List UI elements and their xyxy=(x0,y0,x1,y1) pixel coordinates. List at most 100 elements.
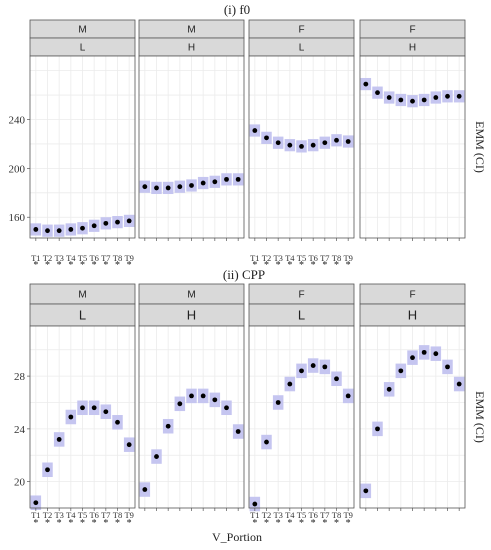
significance-marker: * xyxy=(276,260,281,271)
data-point xyxy=(456,381,462,387)
significance-marker: * xyxy=(322,518,327,529)
significance-marker: * xyxy=(322,260,327,271)
data-point xyxy=(334,376,339,382)
significance-marker: * xyxy=(45,518,50,529)
data-point xyxy=(287,381,293,387)
data-point xyxy=(375,426,380,432)
facet-label-bottom: L xyxy=(299,43,305,54)
data-point xyxy=(345,139,351,144)
data-point xyxy=(33,227,39,232)
x-tick-label: T9 xyxy=(124,510,133,520)
significance-marker: * xyxy=(287,518,292,529)
data-point xyxy=(189,393,194,399)
data-point xyxy=(165,423,171,429)
x-tick-label: T6 xyxy=(308,510,317,520)
data-point xyxy=(445,93,450,99)
significance-marker: * xyxy=(92,260,97,271)
data-point xyxy=(154,454,159,459)
x-tick-label: T2 xyxy=(43,510,52,520)
data-point xyxy=(142,184,148,190)
data-point xyxy=(126,218,132,224)
x-tick-label: T4 xyxy=(285,253,295,263)
x-tick-label: T1 xyxy=(31,253,40,263)
facet-label-bottom: L xyxy=(80,43,86,54)
significance-marker: * xyxy=(264,260,269,271)
facet-label-top: F xyxy=(298,25,304,36)
significance-marker: * xyxy=(334,260,339,271)
significance-marker: * xyxy=(264,518,269,529)
data-point xyxy=(310,142,316,148)
x-tick-label: T3 xyxy=(273,253,282,263)
data-point xyxy=(154,185,159,191)
x-tick-label: T8 xyxy=(332,253,341,263)
data-point xyxy=(345,393,351,399)
data-point xyxy=(386,386,392,392)
x-axis-label: V_Portion xyxy=(212,530,262,544)
data-point xyxy=(200,393,206,399)
facet-label-bottom: H xyxy=(187,308,196,323)
significance-marker: * xyxy=(127,260,132,271)
data-point xyxy=(322,140,328,146)
x-tick-label: T4 xyxy=(285,510,295,520)
data-point xyxy=(177,184,183,190)
data-point xyxy=(287,142,293,148)
data-point xyxy=(445,364,450,370)
data-point xyxy=(80,225,85,231)
x-tick-label: T3 xyxy=(54,510,63,520)
significance-marker: * xyxy=(127,518,132,529)
facet-label-top: M xyxy=(78,290,86,301)
data-point xyxy=(456,93,462,99)
data-point xyxy=(177,401,183,407)
x-tick-label: T6 xyxy=(308,253,317,263)
facet-label-bottom: L xyxy=(298,308,305,323)
data-point xyxy=(421,97,427,103)
data-point xyxy=(68,227,74,232)
data-point xyxy=(299,368,304,374)
significance-marker: * xyxy=(115,260,120,271)
x-tick-label: T7 xyxy=(101,253,110,263)
data-point xyxy=(115,219,120,225)
significance-marker: * xyxy=(80,518,85,529)
x-tick-label: T1 xyxy=(31,510,40,520)
facet-label-top: M xyxy=(78,25,86,36)
x-tick-label: T9 xyxy=(343,253,352,263)
data-point xyxy=(91,223,97,229)
data-point xyxy=(224,176,229,182)
data-point xyxy=(421,349,427,355)
x-tick-label: T2 xyxy=(262,253,271,263)
y-tick-label: 20 xyxy=(14,477,26,489)
x-tick-label: T3 xyxy=(273,510,282,520)
data-point xyxy=(45,467,50,473)
significance-marker: * xyxy=(68,260,73,271)
data-point xyxy=(33,500,39,506)
facet-label-bottom: L xyxy=(79,308,86,323)
data-point xyxy=(264,135,269,141)
facet-label-top: M xyxy=(187,25,195,36)
x-tick-label: T6 xyxy=(89,253,98,263)
data-point xyxy=(433,95,439,100)
significance-marker: * xyxy=(33,260,38,271)
data-point xyxy=(200,180,206,186)
significance-marker: * xyxy=(57,518,62,529)
facet-label-bottom: H xyxy=(409,43,416,54)
significance-marker: * xyxy=(103,518,108,529)
data-point xyxy=(310,363,316,368)
data-point xyxy=(103,220,109,226)
data-point xyxy=(56,228,62,234)
data-point xyxy=(375,90,380,96)
x-tick-label: T9 xyxy=(124,253,133,263)
significance-marker: * xyxy=(346,260,351,271)
data-point xyxy=(410,355,415,361)
data-point xyxy=(165,185,171,191)
data-point xyxy=(91,405,97,411)
significance-marker: * xyxy=(299,260,304,271)
data-point xyxy=(103,409,109,415)
data-point xyxy=(115,419,120,425)
data-point xyxy=(252,128,258,133)
facet-label-top: F xyxy=(298,290,304,301)
y-tick-label: 200 xyxy=(9,163,26,175)
x-tick-label: T9 xyxy=(343,510,352,520)
x-tick-label: T7 xyxy=(320,510,329,520)
x-tick-label: T6 xyxy=(89,510,98,520)
